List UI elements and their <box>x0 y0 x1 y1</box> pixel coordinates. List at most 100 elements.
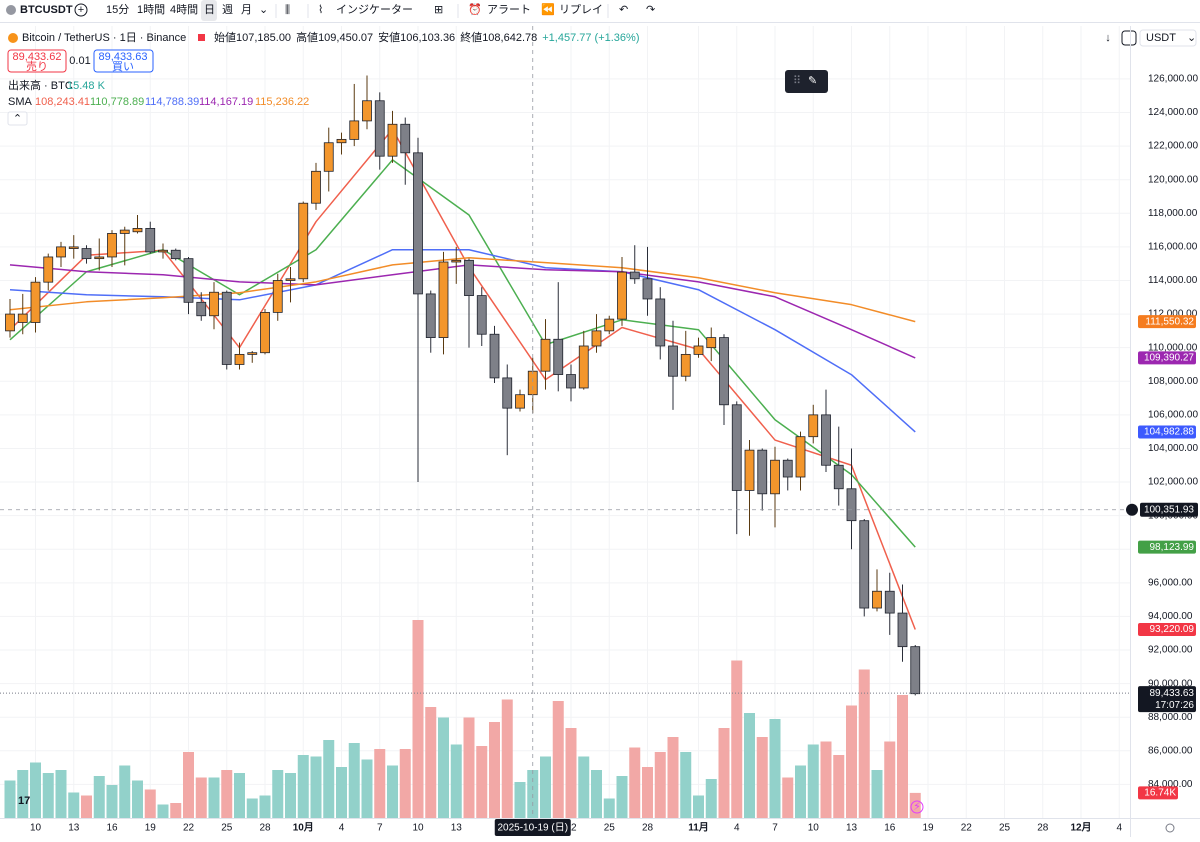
volume-bar <box>93 776 105 818</box>
interval[interactable]: 週 <box>222 3 233 16</box>
candle-body <box>808 414 819 438</box>
redo[interactable]: ↷ <box>646 4 655 16</box>
replay-icon[interactable]: ⏪ <box>541 3 555 16</box>
indicators[interactable]: インジケーター <box>336 3 413 16</box>
brush-icon[interactable]: ✎ <box>808 75 817 87</box>
floating-toolbar[interactable] <box>785 70 828 93</box>
y-tick-label: 102,000.00 <box>1148 477 1198 488</box>
x-tick-label: 28 <box>1037 823 1049 834</box>
volume-bar <box>119 765 131 818</box>
candle-body <box>782 459 793 478</box>
x-tick-label: 25 <box>221 823 233 834</box>
layout-icon[interactable]: ⊞ <box>434 4 443 16</box>
x-tick-label: 13 <box>846 823 858 834</box>
volume-bar <box>4 780 16 818</box>
crosshair-plus[interactable] <box>1126 503 1138 516</box>
interval[interactable]: 月 <box>241 4 252 16</box>
volume-bar <box>884 741 896 818</box>
sell-button[interactable] <box>7 49 67 73</box>
sma-label: SMA <box>8 96 33 108</box>
indicator-icon[interactable]: ⌇ <box>318 4 323 16</box>
x-tick-label: 4 <box>1116 823 1122 834</box>
candle-body <box>910 646 921 695</box>
interval[interactable]: 日 <box>204 4 215 16</box>
sell-label[interactable]: 売り <box>26 60 48 73</box>
candle-body <box>349 120 360 140</box>
volume-bar <box>272 770 284 818</box>
event-bolt[interactable]: ⚡ <box>913 801 921 813</box>
volume-bar <box>782 777 794 818</box>
x-tick-label: 28 <box>642 823 654 834</box>
y-tick-label: 108,000.00 <box>1148 376 1198 387</box>
y-tick-label: 120,000.00 <box>1148 174 1198 185</box>
symbol[interactable]: BTCUSDT <box>20 4 73 16</box>
volume-bar <box>552 701 564 818</box>
candle-body <box>655 298 666 347</box>
collapse-icon[interactable]: ⌃ <box>13 113 22 125</box>
candle-body <box>272 280 283 313</box>
buy-label[interactable]: 買い <box>112 60 134 73</box>
volume-bar <box>680 752 692 818</box>
volume-bar <box>336 767 347 818</box>
sell-price[interactable]: 89,433.62 <box>13 51 62 63</box>
interval[interactable]: 1時間 <box>137 3 165 16</box>
currency[interactable]: USDT <box>1146 32 1176 44</box>
y-tick-label: 86,000.00 <box>1148 745 1193 756</box>
add-symbol[interactable] <box>74 3 88 17</box>
y-tick-label: 96,000.00 <box>1148 577 1193 588</box>
volume-bar <box>744 713 755 818</box>
buy-button[interactable] <box>93 49 154 73</box>
volume-bar <box>30 762 41 818</box>
volume-bar <box>871 770 883 818</box>
volume-bar <box>654 752 666 818</box>
countdown: 17:07:26 <box>1155 700 1194 711</box>
candle-body <box>285 278 296 281</box>
volume-bar <box>833 755 845 818</box>
buy-price[interactable]: 89,433.63 <box>99 51 148 63</box>
x-tick-label: 10月 <box>293 822 314 834</box>
y-tick-label: 88,000.00 <box>1148 712 1193 723</box>
x-tick-label: 25 <box>999 823 1011 834</box>
screenshot-button[interactable] <box>1121 30 1137 46</box>
flag[interactable] <box>198 34 205 41</box>
candle-body <box>515 394 525 409</box>
x-tick-label: 12月 <box>1070 822 1091 834</box>
replay[interactable]: リプレイ <box>559 3 603 16</box>
x-tick-label: 22 <box>565 823 577 834</box>
candle-body <box>833 464 844 490</box>
candle-body <box>68 246 79 249</box>
candle-body <box>107 233 117 258</box>
volume-bar <box>234 773 245 818</box>
price-tag <box>1138 425 1196 439</box>
candle-body <box>719 337 729 406</box>
ohlc-value: 106,103.36 <box>400 32 455 44</box>
volume-bar <box>285 773 296 818</box>
ohlc-change: +1,457.77 (+1.36%) <box>542 32 639 44</box>
currency-select[interactable] <box>1139 29 1197 47</box>
candle-body <box>476 295 487 335</box>
drag-handle[interactable]: ⠿ <box>793 75 801 87</box>
symbol-icon[interactable] <box>6 5 16 15</box>
tv-logo[interactable]: 17 <box>18 795 30 807</box>
alert-icon[interactable]: ⏰ <box>468 2 482 16</box>
volume-label: 出来高 · BTC <box>8 78 73 92</box>
x-tick-label: 4 <box>339 823 345 834</box>
volume-bar <box>807 744 819 818</box>
volume-bar <box>846 705 857 818</box>
alert[interactable]: アラート <box>487 4 531 16</box>
volume-tag <box>1138 786 1178 800</box>
undo[interactable]: ↶ <box>619 4 628 16</box>
settings-icon[interactable] <box>1165 823 1175 833</box>
candle-body <box>706 337 717 349</box>
interval[interactable]: 4時間 <box>170 3 198 16</box>
interval-menu[interactable]: ⌄ <box>259 4 268 16</box>
add-icon[interactable]: + <box>78 4 84 16</box>
interval[interactable]: 15分 <box>106 3 129 16</box>
chart-type[interactable]: ⫼ <box>285 4 290 16</box>
currency-caret[interactable]: ⌄ <box>1187 32 1196 44</box>
volume-bar <box>221 770 233 818</box>
collapse-button[interactable] <box>7 111 28 126</box>
scale-menu[interactable]: ↓ <box>1105 32 1111 44</box>
event-icon[interactable] <box>910 800 924 814</box>
